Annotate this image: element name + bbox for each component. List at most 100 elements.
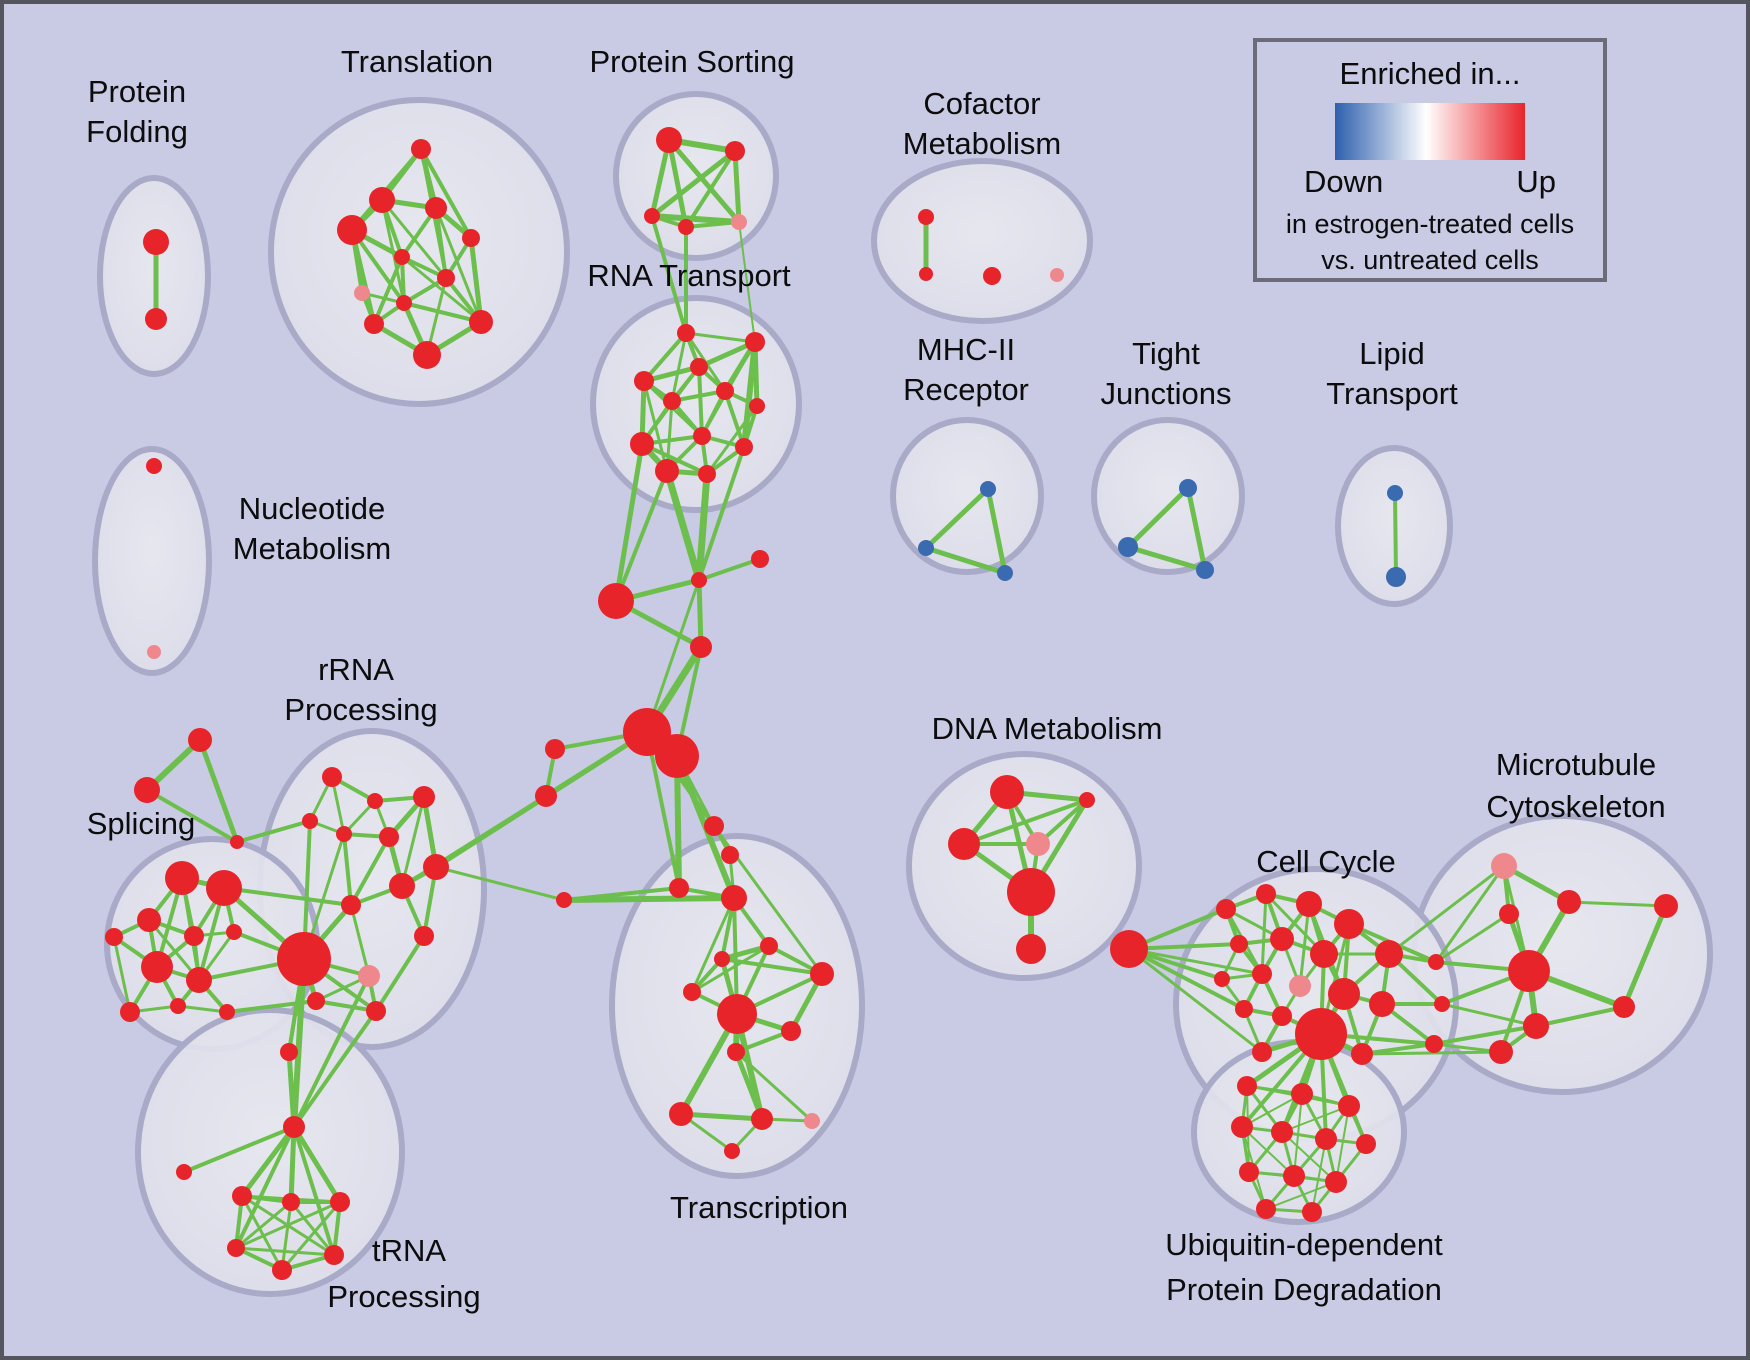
node-translation <box>394 249 410 265</box>
nodes-layer <box>105 127 1678 1280</box>
node-transcription <box>727 1043 745 1061</box>
edge-rna-transport <box>684 331 757 344</box>
edge-rrna-processing <box>349 903 371 978</box>
edge <box>434 865 566 902</box>
node-microtubule-cytoskeleton <box>1425 1035 1443 1053</box>
network-canvas: Protein Folding Translation Protein Sorting… <box>86 44 1713 1314</box>
node-trna-processing <box>282 1193 300 1211</box>
edge-microtubule-cytoskeleton <box>1621 903 1669 1010</box>
node-cell-cycle <box>1328 978 1360 1010</box>
edge-ubiquitin-dependent-protein-degradation <box>1311 1138 1327 1213</box>
node-transcription <box>714 951 730 967</box>
edge-rna-transport <box>697 365 704 438</box>
edge-translation <box>434 206 448 280</box>
edge <box>562 886 681 902</box>
edge <box>663 467 703 584</box>
edge-transcription <box>678 1111 765 1122</box>
node-microtubule-cytoskeleton <box>1613 996 1635 1018</box>
edge-ubiquitin-dependent-protein-degradation <box>1265 1181 1337 1210</box>
edge-hub-nodes <box>645 578 701 734</box>
node-translation <box>425 197 447 219</box>
node-transcription <box>669 1102 693 1126</box>
node-cell-cycle <box>1289 975 1311 997</box>
node-splicing <box>120 1002 140 1022</box>
edge-mhc-ii-receptor <box>923 486 991 551</box>
node-mhc-ii-receptor <box>918 540 934 556</box>
edge-transcription <box>720 957 824 976</box>
node-translation <box>396 295 412 311</box>
edge-rna-transport <box>696 339 758 370</box>
edge-rrna-processing <box>314 999 378 1013</box>
cluster-label-cofactor-metabolism: Metabolism <box>903 126 1062 161</box>
edge-trna-processing <box>234 1200 293 1250</box>
edge <box>614 469 669 603</box>
node-rna-transport <box>634 371 654 391</box>
cluster-ellipses-layer <box>92 91 1713 1297</box>
node-rrna-processing <box>358 965 380 987</box>
node-cell-cycle <box>1235 1000 1253 1018</box>
node-tight-junctions <box>1196 561 1214 579</box>
edge-protein-sorting <box>649 213 742 225</box>
node-rna-transport <box>690 358 708 376</box>
edge-protein-sorting <box>649 148 738 219</box>
node-ubiquitin-dependent-protein-degradation <box>1239 1162 1259 1182</box>
node-rrna-processing <box>366 1001 386 1021</box>
node-protein-sorting <box>725 141 745 161</box>
node-ubiquitin-dependent-protein-degradation <box>1325 1171 1347 1193</box>
edge-trna-processing <box>239 1124 297 1199</box>
edge-rrna-processing <box>342 832 353 907</box>
edge-translation <box>400 255 483 324</box>
edge <box>738 221 756 343</box>
edge-hub-nodes <box>145 788 239 844</box>
node-dna-metabolism <box>1026 832 1050 856</box>
node-rrna-processing <box>302 813 318 829</box>
edge-protein-sorting <box>684 149 737 229</box>
node-cofactor-metabolism <box>983 267 1001 285</box>
cluster-label-rrna-processing: rRNA <box>318 652 394 687</box>
edge-translation <box>349 227 377 327</box>
node-rna-transport <box>749 398 765 414</box>
node-rna-transport <box>677 324 695 342</box>
node-transcription <box>751 1108 773 1130</box>
cluster-label-rrna-processing: Processing <box>284 692 437 727</box>
edge-trna-processing <box>288 1124 297 1205</box>
node-cell-cycle <box>1295 1008 1347 1060</box>
node-splicing <box>105 928 123 946</box>
node-splicing <box>165 861 199 895</box>
node-cell-cycle <box>1369 991 1395 1017</box>
node-cell-cycle <box>1230 935 1248 953</box>
edge-hub-nodes <box>697 557 762 582</box>
edge-transcription <box>733 1049 765 1122</box>
edge-trna-processing <box>234 1125 296 1250</box>
node-ubiquitin-dependent-protein-degradation <box>1356 1134 1376 1154</box>
cluster-label-translation: Translation <box>341 44 493 79</box>
node-transcription <box>717 994 757 1034</box>
node-hub-nodes <box>545 739 565 759</box>
node-trna-processing <box>227 1239 245 1257</box>
node-mhc-ii-receptor <box>980 481 996 497</box>
edge-translation <box>468 235 484 325</box>
node-cofactor-metabolism <box>918 209 934 225</box>
node-hub-nodes <box>690 636 712 658</box>
node-hub-nodes <box>535 785 557 807</box>
node-transcription <box>781 1021 801 1041</box>
edge <box>291 956 307 1130</box>
edge-tight-junctions <box>1125 544 1208 573</box>
edge-mhc-ii-receptor <box>923 545 1008 576</box>
node-rrna-processing <box>280 1043 298 1061</box>
node-rrna-processing <box>336 826 352 842</box>
node-splicing <box>226 924 242 940</box>
edge-ubiquitin-dependent-protein-degradation <box>1335 1105 1350 1183</box>
edge-microtubule-cytoskeleton <box>1534 1005 1626 1028</box>
node-transcription <box>721 885 747 911</box>
node-transcription <box>724 1143 740 1159</box>
cluster-label-nucleotide-metabolism: Nucleotide <box>239 491 385 526</box>
node-translation <box>354 285 370 301</box>
node-translation <box>413 341 441 369</box>
legend-ends-row: Down Up <box>1304 164 1556 200</box>
edge-tight-junctions <box>1125 485 1191 550</box>
node-cell-cycle <box>1256 884 1276 904</box>
cluster-ellipse-tight-junctions <box>1091 417 1245 575</box>
edge <box>561 895 737 903</box>
